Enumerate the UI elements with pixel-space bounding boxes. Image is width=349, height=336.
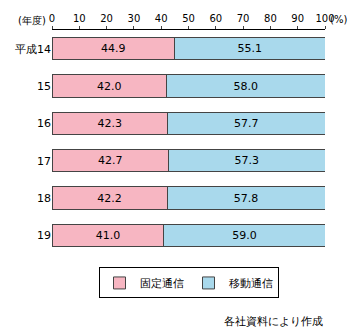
svg-text:70: 70	[237, 13, 250, 24]
svg-text:0: 0	[49, 13, 55, 24]
svg-text:58.0: 58.0	[234, 80, 259, 93]
svg-text:42.0: 42.0	[97, 80, 122, 93]
svg-text:42.3: 42.3	[97, 117, 122, 130]
svg-text:42.7: 42.7	[98, 154, 123, 167]
svg-text:57.8: 57.8	[234, 192, 258, 205]
svg-text:16: 16	[37, 117, 51, 130]
svg-text:固定通信: 固定通信	[140, 277, 184, 290]
svg-text:30: 30	[128, 13, 141, 24]
svg-text:10: 10	[73, 13, 86, 24]
svg-text:57.7: 57.7	[234, 117, 258, 130]
svg-text:42.2: 42.2	[97, 192, 122, 205]
svg-text:57.3: 57.3	[235, 154, 260, 167]
svg-text:44.9: 44.9	[101, 42, 126, 55]
svg-text:平成14: 平成14	[15, 43, 51, 56]
svg-text:(年度): (年度)	[18, 15, 46, 26]
svg-text:59.0: 59.0	[232, 229, 257, 242]
svg-text:(%): (%)	[330, 14, 347, 25]
svg-text:19: 19	[37, 229, 51, 242]
svg-text:20: 20	[100, 13, 113, 24]
svg-text:移動通信: 移動通信	[229, 277, 273, 290]
svg-text:55.1: 55.1	[238, 42, 262, 55]
svg-text:50: 50	[182, 13, 195, 24]
svg-text:17: 17	[37, 155, 51, 168]
svg-text:40: 40	[155, 13, 168, 24]
svg-text:80: 80	[264, 13, 277, 24]
svg-text:60: 60	[209, 13, 222, 24]
svg-text:100: 100	[315, 13, 334, 24]
svg-text:各社資料により作成: 各社資料により作成	[224, 315, 323, 328]
svg-text:15: 15	[37, 80, 51, 93]
svg-text:18: 18	[37, 192, 51, 205]
svg-text:90: 90	[291, 13, 304, 24]
svg-text:41.0: 41.0	[96, 229, 121, 242]
